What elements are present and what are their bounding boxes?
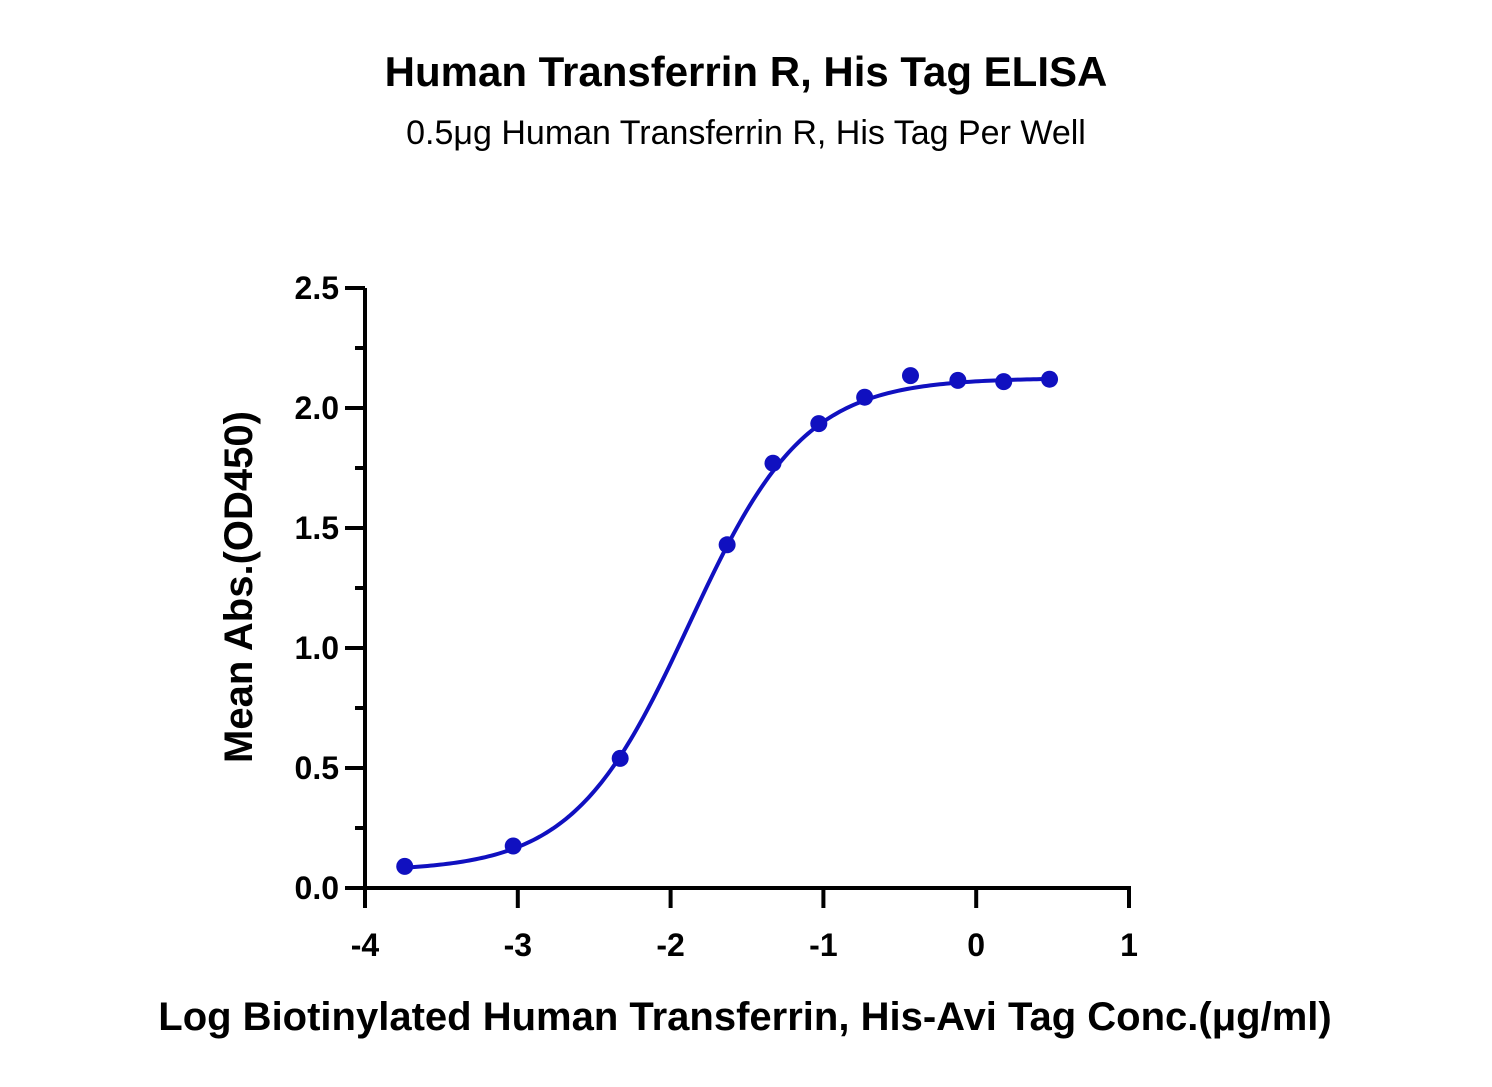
data-point — [396, 857, 414, 875]
data-point — [504, 837, 522, 855]
data-point — [611, 749, 629, 767]
y-tick-label: 0.0 — [295, 870, 339, 906]
data-point — [901, 367, 919, 385]
axes: 0.0 0.5 1.0 1.5 2.0 2.5 -4 -3 -2 -1 0 1 — [295, 270, 1138, 963]
y-axis-label: Mean Abs.(OD450) — [217, 411, 261, 763]
fit-curve — [404, 376, 1050, 870]
data-point — [856, 388, 874, 406]
y-tick-label: 2.5 — [295, 270, 339, 306]
x-axis-label: Log Biotinylated Human Transferrin, His-… — [158, 995, 1331, 1039]
x-tick-label: -4 — [351, 927, 380, 963]
x-tick-label: 0 — [967, 927, 985, 963]
y-tick-label: 1.0 — [295, 630, 339, 666]
data-point — [718, 536, 736, 554]
fit-curve-layer — [404, 376, 1050, 870]
y-tick-label: 1.5 — [295, 510, 339, 546]
y-tick-label: 2.0 — [295, 390, 339, 426]
x-tick-label: -3 — [504, 927, 532, 963]
y-tick-label: 0.5 — [295, 750, 339, 786]
x-tick-label: -2 — [656, 927, 684, 963]
data-point — [995, 373, 1013, 391]
chart-subtitle: 0.5μg Human Transferrin R, His Tag Per W… — [406, 114, 1086, 152]
data-point — [810, 415, 828, 433]
data-point — [1041, 370, 1059, 388]
data-points-layer — [396, 367, 1059, 875]
x-tick-label: -1 — [809, 927, 837, 963]
data-point — [949, 371, 967, 389]
x-tick-label: 1 — [1120, 927, 1138, 963]
chart-title: Human Transferrin R, His Tag ELISA — [384, 48, 1108, 95]
data-point — [764, 454, 782, 472]
